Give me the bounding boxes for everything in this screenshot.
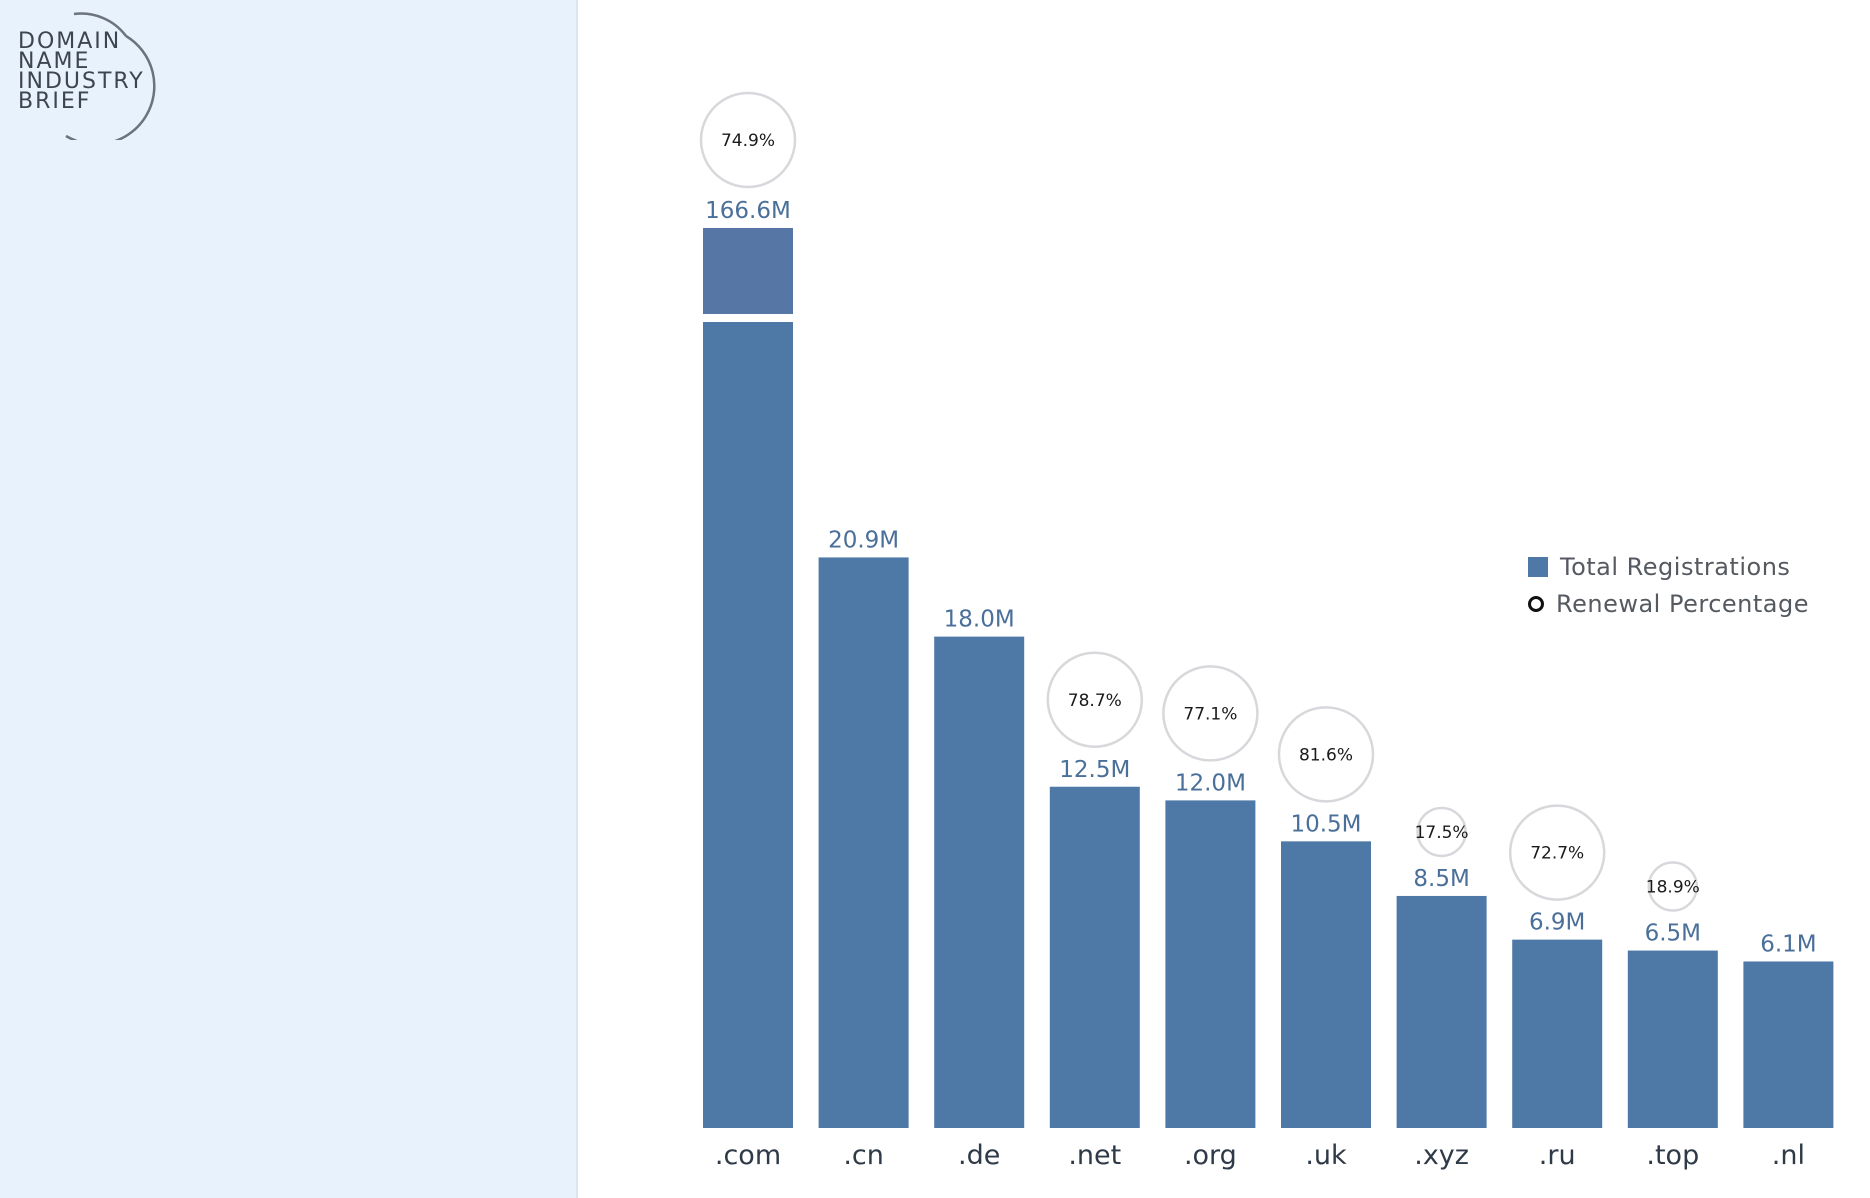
value-label-de: 18.0M [944,607,1015,633]
category-label-nl: .nl [1772,1140,1805,1171]
chart-legend: Total Registrations Renewal Percentage [1528,548,1809,622]
category-label-org: .org [1184,1140,1237,1171]
value-label-org: 12.0M [1175,770,1246,796]
renewal-circle-net [1046,651,1144,748]
bar-cn [818,557,909,1128]
bar-uk [1281,841,1371,1128]
bar-xyz [1396,895,1487,1128]
value-label-xyz: 8.5M [1413,866,1469,892]
legend-item-total-registrations: Total Registrations [1528,548,1809,585]
renewal-circle-xyz [1416,806,1467,858]
renewal-circle-com [699,91,797,189]
renewal-label-org: 77.1% [1183,704,1237,724]
value-label-ru: 6.9M [1529,910,1585,936]
bar-net [1049,786,1140,1128]
legend-label-circles: Renewal Percentage [1556,589,1809,618]
category-label-uk: .uk [1305,1140,1347,1171]
category-label-top: .top [1646,1140,1699,1171]
left-panel: DOMAIN NAME INDUSTRY BRIEF [0,0,578,1198]
renewal-label-ru: 72.7% [1530,844,1584,864]
category-label-net: .net [1068,1140,1121,1171]
circle-outline-icon [1528,595,1544,612]
renewal-circle-org [1162,665,1259,762]
legend-label-bars: Total Registrations [1560,552,1791,581]
logo-line-4: BRIEF [18,89,92,114]
bar-com-upper [703,228,793,314]
value-label-top: 6.5M [1645,921,1701,947]
renewal-label-xyz: 17.5% [1415,823,1469,843]
category-label-xyz: .xyz [1414,1140,1469,1171]
renewal-label-uk: 81.6% [1299,745,1353,765]
bar-org [1165,800,1256,1128]
bar-de [934,636,1025,1128]
logo-line-2: NAME [18,49,91,74]
brand-logo: DOMAIN NAME INDUSTRY BRIEF [14,12,164,140]
logo-ring-icon [65,12,156,140]
category-label-cn: .cn [843,1140,884,1171]
value-label-uk: 10.5M [1290,811,1361,837]
renewal-label-net: 78.7% [1068,691,1122,711]
renewal-circle-uk [1277,706,1375,803]
logo-text: DOMAIN NAME INDUSTRY BRIEF [18,29,145,114]
renewal-circle-ru [1508,804,1606,901]
bar-top [1627,950,1718,1128]
bar-nl [1743,961,1834,1128]
value-label-com: 166.6M [705,198,791,224]
legend-item-renewal-percentage: Renewal Percentage [1528,585,1809,622]
renewal-label-top: 18.9% [1646,878,1700,898]
renewal-circle-top [1647,861,1699,912]
category-label-com: .com [715,1140,781,1171]
category-label-de: .de [958,1140,1000,1171]
value-label-cn: 20.9M [828,527,899,553]
renewal-label-com: 74.9% [721,131,775,151]
category-label-ru: .ru [1539,1140,1576,1171]
value-label-net: 12.5M [1059,757,1130,783]
logo-line-1: DOMAIN [18,29,122,54]
bar-ru [1512,939,1603,1128]
square-swatch-icon [1528,556,1548,577]
value-label-nl: 6.1M [1760,931,1816,957]
bar-com-lower [703,322,793,1128]
logo-line-3: INDUSTRY [18,69,145,94]
